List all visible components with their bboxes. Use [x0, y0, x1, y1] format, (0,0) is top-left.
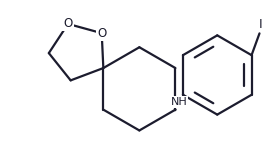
Text: NH: NH: [171, 97, 188, 107]
Text: O: O: [63, 17, 73, 30]
Text: I: I: [259, 18, 262, 31]
Text: O: O: [97, 27, 106, 40]
